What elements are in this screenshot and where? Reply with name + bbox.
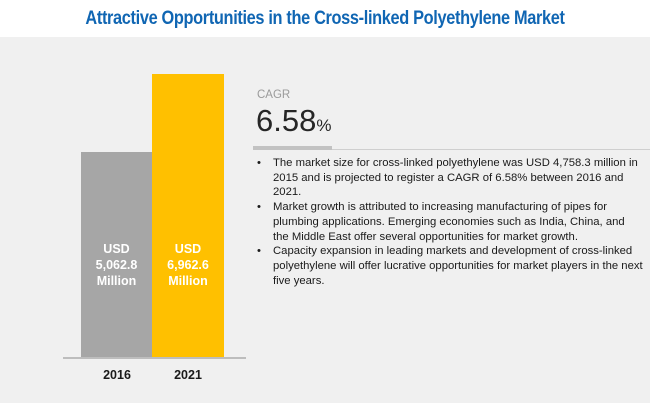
- bar-2016-data-label: USD 5,062.8 Million: [96, 241, 138, 289]
- cagr-accent-bar: [253, 146, 332, 150]
- cagr-label: CAGR: [257, 89, 291, 101]
- bar-2021-currency: USD: [174, 242, 202, 256]
- bar-2021-data-label: USD 6,962.6 Million: [167, 241, 209, 289]
- x-axis-line: [63, 357, 246, 359]
- bar-2016-unit: Million: [96, 274, 137, 288]
- key-point: The market size for cross-linked polyeth…: [253, 156, 643, 200]
- bar-2016-currency: USD: [103, 242, 130, 256]
- x-tick-2021: 2021: [174, 368, 202, 382]
- bar-2021-value: 6,962.6: [167, 258, 209, 272]
- cagr-percent-sign: %: [316, 116, 332, 135]
- chart-title: Attractive Opportunities in the Cross-li…: [85, 8, 565, 29]
- cagr-number: 6.58: [256, 103, 317, 138]
- bar-2021-unit: Million: [168, 274, 208, 288]
- cagr-value: 6.58%: [256, 104, 331, 143]
- key-point: Market growth is attributed to increasin…: [253, 200, 643, 244]
- key-points-list: The market size for cross-linked polyeth…: [253, 156, 643, 288]
- cagr-divider: [253, 149, 650, 150]
- bar-2021: USD 6,962.6 Million: [152, 74, 224, 358]
- x-tick-2016: 2016: [103, 368, 131, 382]
- key-point: Capacity expansion in leading markets an…: [253, 244, 643, 288]
- bar-2016-value: 5,062.8: [95, 258, 138, 272]
- bar-2016: USD 5,062.8 Million: [81, 152, 152, 358]
